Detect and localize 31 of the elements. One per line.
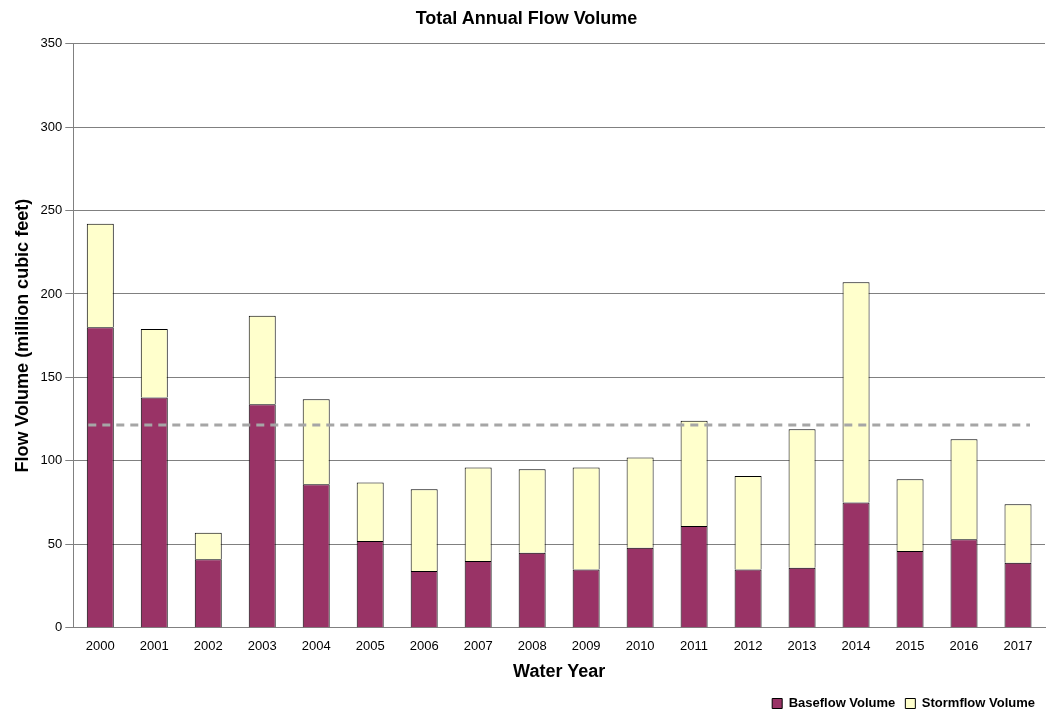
chart-title: Total Annual Flow Volume <box>415 7 638 28</box>
x-tick-label: 2002 <box>193 638 223 654</box>
x-axis-title: Water Year <box>513 661 606 682</box>
x-tick-label: 2004 <box>301 638 331 654</box>
y-tick-label: 300 <box>40 118 63 134</box>
x-tick-label: 2003 <box>247 638 277 654</box>
x-tick-label: 2014 <box>841 638 871 654</box>
x-tick-label: 2005 <box>355 638 385 654</box>
x-tick-label: 2011 <box>680 638 709 654</box>
y-tick-label: 0 <box>55 619 63 635</box>
x-tick-label: 2007 <box>463 638 493 654</box>
x-tick-label: 2009 <box>571 638 601 654</box>
y-tick-label: 200 <box>40 285 63 301</box>
x-tick-label: 2015 <box>895 638 925 654</box>
x-tick-label: 2008 <box>517 638 547 654</box>
x-tick-label: 2000 <box>85 638 115 654</box>
x-tick-label: 2006 <box>409 638 439 654</box>
y-tick-label: 100 <box>40 452 63 468</box>
x-tick-label: 2016 <box>949 638 979 654</box>
x-tick-label: 2017 <box>1003 638 1033 654</box>
x-tick-label: 2013 <box>787 638 817 654</box>
legend-label: Baseflow Volume <box>788 695 896 711</box>
y-tick-label: 250 <box>40 202 63 218</box>
x-tick-label: 2012 <box>733 638 763 654</box>
x-tick-label: 2010 <box>625 638 655 654</box>
y-tick-label: 350 <box>40 35 63 51</box>
y-tick-label: 150 <box>40 369 63 385</box>
legend-label: Stormflow Volume <box>921 695 1035 711</box>
y-tick-label: 50 <box>47 535 63 551</box>
y-axis-title: Flow Volume (million cubic feet) <box>11 198 32 473</box>
x-tick-label: 2001 <box>139 638 169 654</box>
